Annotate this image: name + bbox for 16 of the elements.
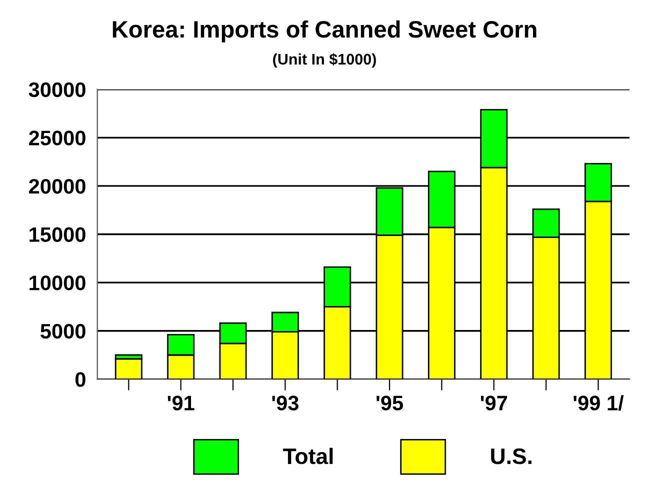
x-tick-label: '93 (272, 396, 298, 410)
legend-label: Total (283, 448, 333, 464)
chart-title: Korea: Imports of Canned Sweet Corn (112, 20, 536, 42)
y-tick-label: 25000 (29, 130, 86, 146)
x-tick-label: '91 (168, 396, 194, 410)
y-tick-label: 5000 (40, 324, 86, 339)
legend-label: U.S. (491, 448, 532, 464)
y-tick-label: 30000 (28, 82, 86, 98)
x-tick-label: '99 1/ (574, 395, 624, 411)
y-tick-label: 0 (75, 372, 86, 387)
x-tick-label: '95 (376, 396, 404, 410)
y-tick-label: 20000 (29, 178, 86, 194)
y-tick-label: 15000 (30, 227, 86, 242)
x-tick-label: '97 (480, 396, 508, 410)
y-tick-label: 10000 (30, 276, 86, 290)
chart-subtitle: (Unit In $1000) (273, 53, 376, 68)
